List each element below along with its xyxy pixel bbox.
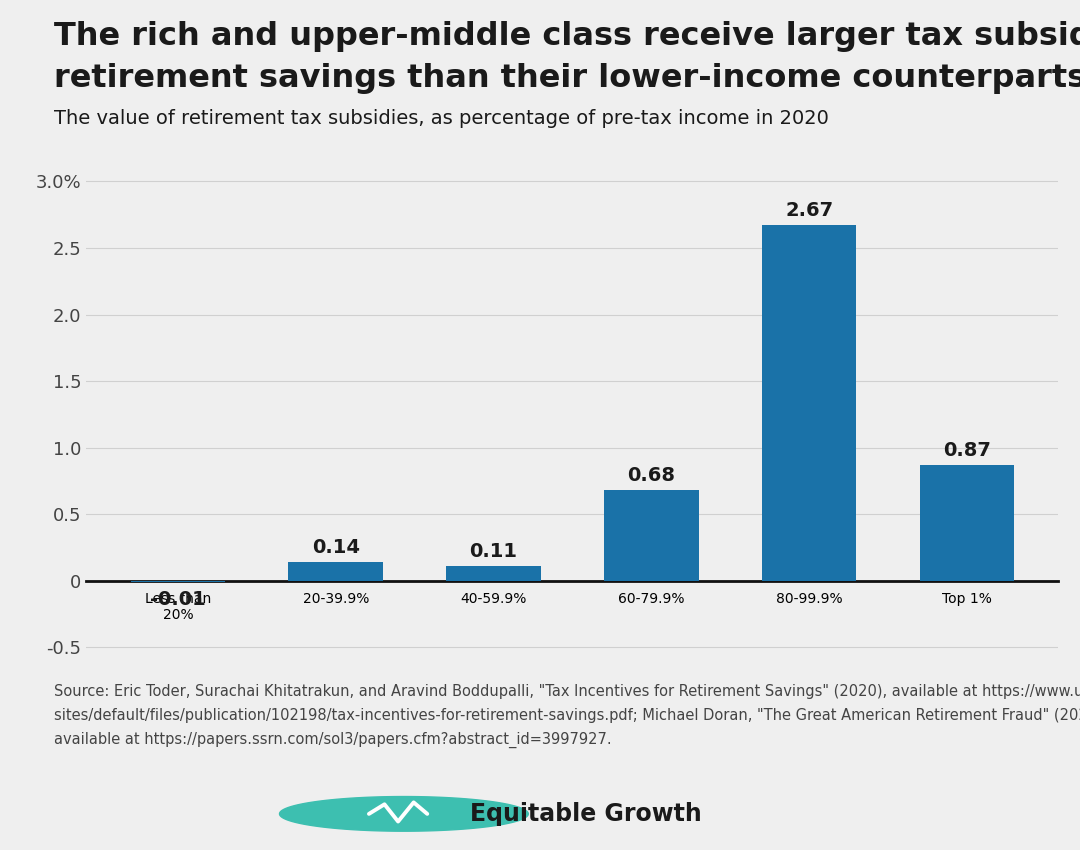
Text: 2.67: 2.67 [785, 201, 833, 220]
Text: available at https://papers.ssrn.com/sol3/papers.cfm?abstract_id=3997927.: available at https://papers.ssrn.com/sol… [54, 732, 611, 748]
Polygon shape [280, 796, 528, 831]
Text: Equitable Growth: Equitable Growth [470, 802, 702, 826]
Text: 0.14: 0.14 [312, 538, 360, 557]
Text: The value of retirement tax subsidies, as percentage of pre-tax income in 2020: The value of retirement tax subsidies, a… [54, 109, 828, 127]
Text: Source: Eric Toder, Surachai Khitatrakun, and Aravind Boddupalli, "Tax Incentive: Source: Eric Toder, Surachai Khitatrakun… [54, 684, 1080, 700]
Text: 0.11: 0.11 [470, 541, 517, 561]
Text: 0.87: 0.87 [943, 440, 990, 460]
Bar [919, 465, 1014, 581]
Text: sites/default/files/publication/102198/tax-incentives-for-retirement-savings.pdf: sites/default/files/publication/102198/t… [54, 708, 1080, 723]
Bar [288, 562, 383, 581]
Bar [761, 225, 856, 581]
Text: retirement savings than their lower-income counterparts: retirement savings than their lower-inco… [54, 63, 1080, 94]
Text: The rich and upper-middle class receive larger tax subsidies for: The rich and upper-middle class receive … [54, 21, 1080, 52]
Text: -0.01: -0.01 [150, 590, 206, 609]
Text: 0.68: 0.68 [627, 466, 675, 484]
Bar [446, 566, 541, 581]
Bar [604, 490, 699, 581]
Bar [131, 581, 226, 582]
